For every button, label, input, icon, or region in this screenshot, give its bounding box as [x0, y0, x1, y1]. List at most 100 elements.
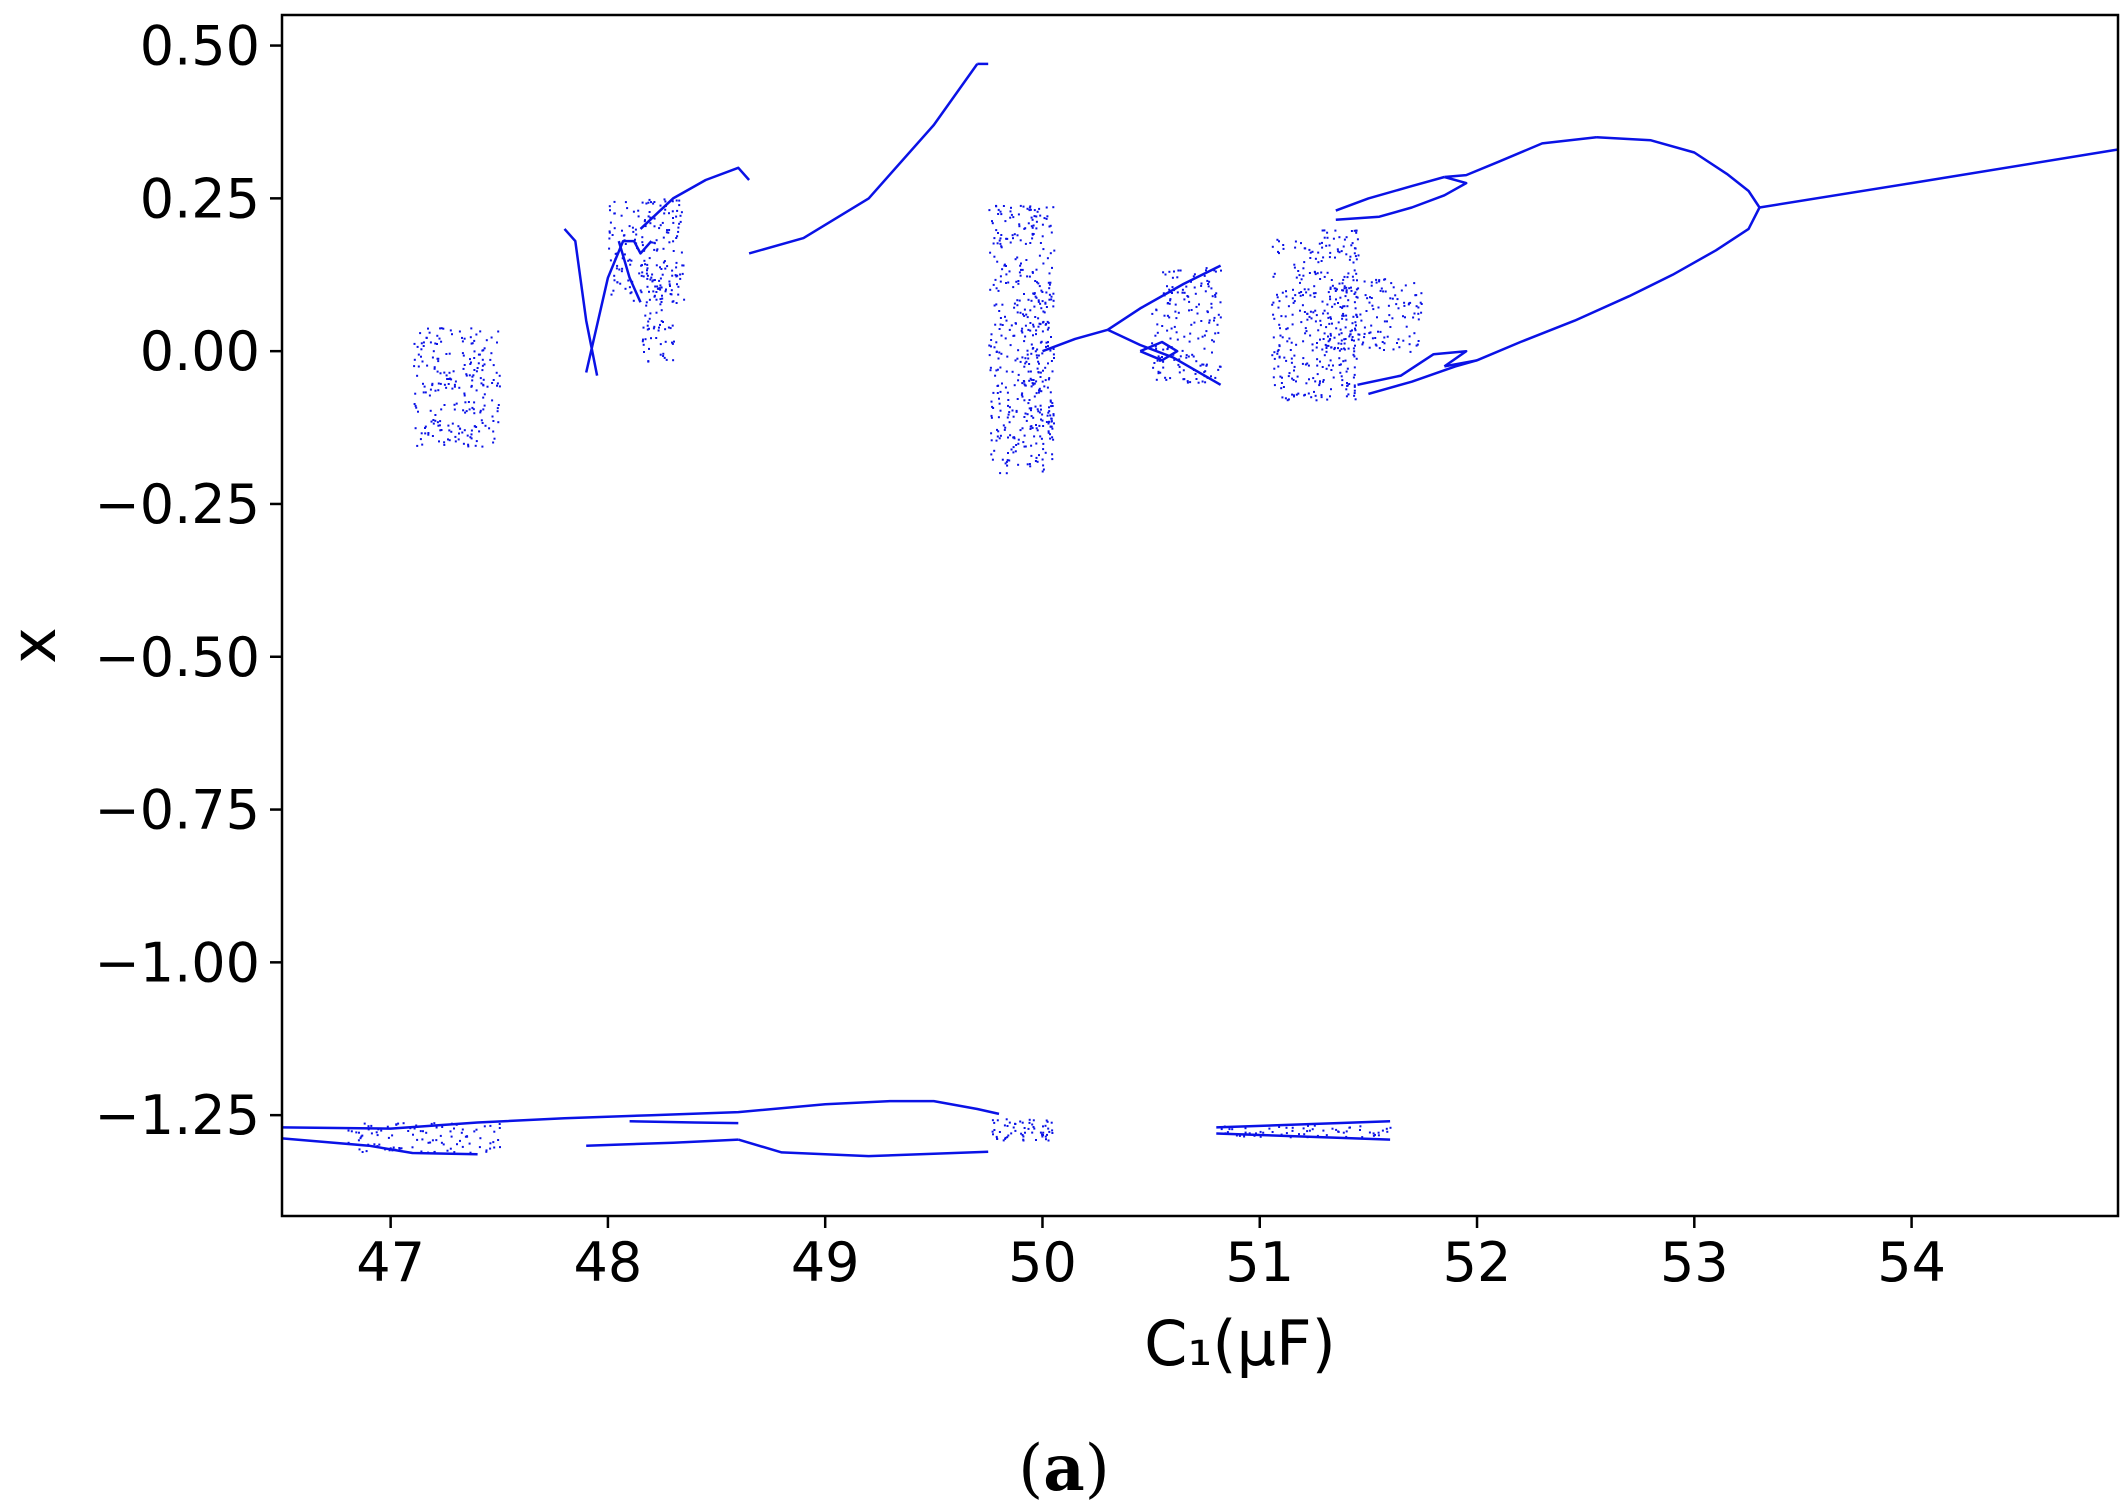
chaos-point	[1307, 364, 1310, 367]
chaos-point	[458, 386, 461, 389]
chaos-point	[608, 247, 611, 250]
chaos-point	[1047, 411, 1050, 414]
chaos-point	[1205, 269, 1207, 272]
chaos-point	[1047, 362, 1049, 365]
chaos-point	[662, 352, 665, 355]
chaos-point	[1334, 290, 1337, 292]
chaos-point	[665, 288, 667, 291]
chaos-point	[412, 1133, 414, 1136]
attractor-branch	[1444, 135, 1597, 179]
chaos-point	[995, 303, 998, 306]
chaos-point	[1329, 334, 1332, 337]
chaos-point	[436, 370, 439, 373]
chaos-point	[1281, 291, 1284, 294]
chaos-point	[681, 264, 684, 267]
chaos-point	[461, 1128, 464, 1131]
chaos-point	[613, 212, 616, 215]
chaos-point	[608, 205, 611, 208]
caption-letter: a	[1043, 1431, 1084, 1506]
chaos-point	[664, 328, 667, 331]
chaos-point	[461, 352, 464, 355]
chaos-point	[430, 420, 433, 423]
chaos-point	[1203, 334, 1206, 337]
chaos-point	[1049, 425, 1052, 428]
chaos-point	[486, 385, 489, 388]
chaos-point	[473, 1130, 476, 1133]
chaos-point	[1329, 298, 1332, 301]
chaos-point	[1370, 324, 1373, 327]
chaos-point	[1051, 427, 1054, 430]
chaos-point	[378, 1143, 381, 1146]
chaos-point	[611, 234, 614, 236]
chaos-point	[1031, 426, 1034, 429]
chaos-point	[638, 272, 641, 275]
chaos-point	[663, 260, 666, 263]
chaos-point	[1327, 364, 1330, 367]
chaos-point	[439, 382, 442, 385]
chaos-point	[1029, 465, 1032, 468]
chaos-point	[1020, 268, 1022, 271]
chaos-point	[1032, 334, 1034, 337]
chaos-point	[1280, 382, 1283, 384]
chaos-point	[1023, 365, 1026, 368]
chaos-point	[1338, 236, 1341, 239]
chaos-point	[655, 298, 658, 301]
chaos-point	[1017, 438, 1020, 441]
chaos-point	[1346, 382, 1348, 384]
chaos-point	[1053, 422, 1055, 425]
chaos-point	[1287, 305, 1290, 308]
chaos-point	[1290, 357, 1293, 360]
chaos-point	[461, 1145, 464, 1148]
chaos-point	[489, 1142, 492, 1145]
attractor-branch	[1368, 359, 1478, 396]
chaos-point	[1041, 458, 1044, 461]
chaos-point	[1029, 242, 1032, 244]
chaos-point	[1047, 341, 1049, 344]
chaos-point	[1420, 311, 1423, 314]
chaos-point	[470, 429, 473, 432]
chaos-point	[641, 201, 644, 204]
chaos-point	[1039, 341, 1042, 344]
chaos-point	[1031, 1123, 1034, 1126]
chaos-point	[478, 1146, 481, 1149]
chaos-point	[1169, 337, 1172, 340]
chaos-point	[1328, 244, 1331, 247]
chaos-point	[1040, 408, 1042, 411]
chaos-point	[1039, 404, 1042, 407]
chaos-point	[989, 366, 992, 369]
chaos-point	[1363, 336, 1366, 339]
chaos-point	[1012, 436, 1015, 439]
chaos-point	[608, 230, 611, 233]
chaos-point	[497, 421, 500, 424]
y-axis-label: x	[0, 627, 70, 664]
chaos-point	[641, 271, 644, 274]
chaos-point	[490, 336, 493, 339]
chaos-point	[434, 342, 437, 345]
attractor-branch	[1759, 148, 2119, 209]
chaos-point	[632, 210, 635, 213]
chaos-point	[1176, 338, 1179, 341]
chaos-point	[1381, 1129, 1384, 1132]
chaos-point	[1046, 1133, 1048, 1136]
chaos-point	[1292, 379, 1295, 381]
chaos-point	[1017, 213, 1020, 216]
chaos-point	[1330, 346, 1333, 349]
chaos-point	[1035, 227, 1038, 230]
chaos-point	[681, 272, 684, 275]
chaos-point	[481, 358, 484, 361]
chaos-point	[361, 1151, 364, 1153]
chaos-point	[1282, 386, 1285, 388]
chaos-point	[1025, 259, 1028, 261]
chaos-point	[1052, 414, 1055, 417]
chaos-point	[1030, 225, 1033, 228]
chaos-point	[1344, 295, 1347, 298]
chaos-point	[1316, 272, 1319, 275]
chaos-point	[1325, 326, 1328, 329]
chaos-point	[1047, 431, 1050, 434]
chaos-point	[627, 259, 630, 262]
chaos-point	[1203, 375, 1206, 378]
chaos-point	[995, 350, 998, 353]
chaos-point	[1348, 287, 1351, 290]
chaos-point	[1028, 407, 1031, 410]
